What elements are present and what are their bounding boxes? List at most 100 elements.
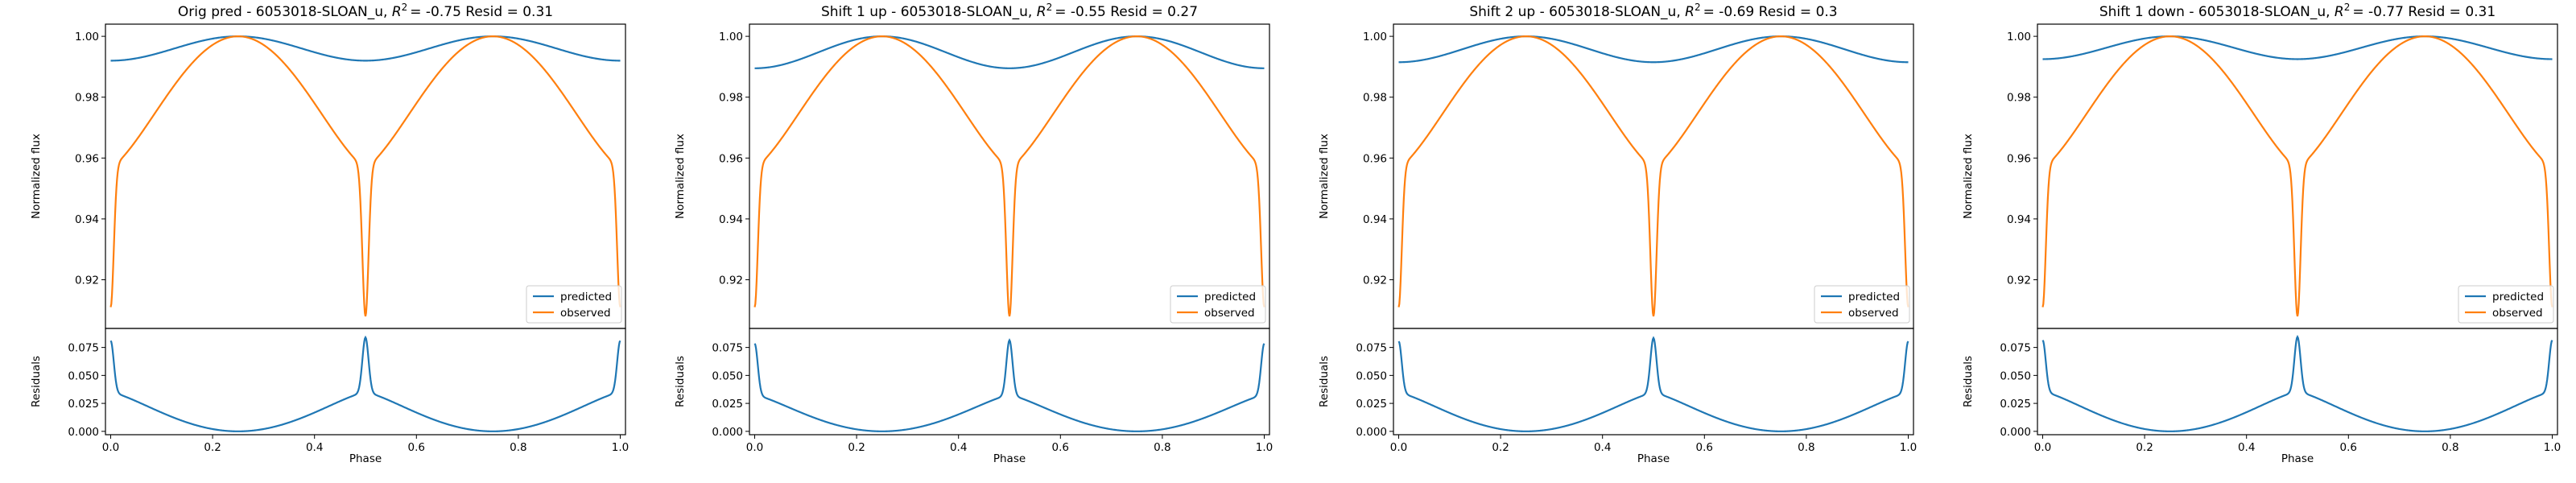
residual-y-tick-label: 0.025 (2000, 398, 2031, 411)
residual-line (2041, 335, 2553, 432)
series-observed-line (1397, 35, 1909, 317)
x-tick-label: 0.2 (1492, 441, 1509, 454)
residual-y-axis-label: Residuals (30, 356, 43, 407)
x-tick-label: 0.6 (1696, 441, 1713, 454)
chart-title-prefix: Shift 1 down - 6053018-SLOAN_u, (2099, 4, 2334, 20)
x-tick-label: 1.0 (2544, 441, 2561, 454)
residual-y-tick-label: 0.000 (1356, 426, 1387, 439)
y-tick-label: 1.00 (75, 31, 99, 43)
x-tick-label: 0.4 (2238, 441, 2255, 454)
residual-y-tick-label: 0.000 (712, 426, 743, 439)
y-tick-label: 0.98 (719, 92, 743, 105)
residual-y-axis-label: Residuals (1962, 356, 1975, 407)
chart-title-sup: 2 (1046, 2, 1053, 13)
residual-y-axis-label: Residuals (1318, 356, 1331, 407)
chart-title-r: R (392, 4, 402, 20)
series-observed-line (753, 35, 1265, 317)
subplot-1: Orig pred - 6053018-SLOAN_u, R2 = -0.75 R… (30, 2, 629, 465)
x-tick-label: 1.0 (1256, 441, 1273, 454)
chart-title: Orig pred - 6053018-SLOAN_u, R2 = -0.75 R… (178, 2, 553, 20)
residual-axes-frame (749, 328, 1270, 436)
legend-predicted-label: predicted (1848, 291, 1900, 303)
legend: predicted observed (526, 285, 622, 324)
series-observed-line (109, 35, 621, 317)
residual-axes-frame (1393, 328, 1914, 436)
subplot-2: Shift 1 up - 6053018-SLOAN_u, R2 = -0.55 … (674, 2, 1273, 465)
residual-line (109, 335, 621, 432)
y-tick-label: 0.98 (75, 92, 99, 105)
y-tick-label: 0.92 (2007, 275, 2031, 287)
residual-y-tick-label: 0.075 (68, 342, 99, 355)
chart-title-r: R (2334, 4, 2344, 20)
chart-title-sup: 2 (2344, 2, 2351, 13)
legend-observed-label: observed (560, 307, 611, 320)
y-tick-label: 0.94 (2007, 213, 2031, 226)
chart-title: Shift 2 up - 6053018-SLOAN_u, R2 = -0.69 … (1469, 2, 1837, 20)
x-tick-label: 0.0 (102, 441, 119, 454)
y-axis-label: Normalized flux (674, 134, 687, 219)
y-tick-label: 0.92 (719, 275, 743, 287)
x-tick-label: 0.0 (1390, 441, 1407, 454)
legend: predicted observed (2458, 285, 2554, 324)
x-tick-label: 0.8 (1154, 441, 1170, 454)
legend-observed-label: observed (2492, 307, 2543, 320)
series-observed-line (2041, 35, 2553, 317)
legend-observed-label: observed (1848, 307, 1899, 320)
y-tick-label: 0.96 (1363, 152, 1387, 165)
x-tick-label: 0.6 (1052, 441, 1069, 454)
chart-title-sup: 2 (1695, 2, 1701, 13)
x-tick-label: 0.8 (1798, 441, 1814, 454)
chart-title-prefix: Shift 1 up - 6053018-SLOAN_u, (821, 4, 1037, 20)
x-tick-label: 0.4 (1594, 441, 1611, 454)
y-tick-label: 0.92 (1363, 275, 1387, 287)
y-tick-label: 0.96 (719, 152, 743, 165)
residual-line (1397, 336, 1909, 432)
legend-box (1814, 285, 1910, 324)
y-tick-label: 1.00 (2007, 31, 2031, 43)
y-tick-label: 0.98 (2007, 92, 2031, 105)
y-axis-label: Normalized flux (1318, 134, 1331, 219)
x-tick-label: 0.2 (2136, 441, 2153, 454)
x-tick-label: 0.8 (510, 441, 526, 454)
legend-observed-label: observed (1204, 307, 1255, 320)
x-tick-label: 0.2 (204, 441, 221, 454)
residual-y-tick-label: 0.000 (68, 426, 99, 439)
main-axes-frame (2037, 23, 2558, 329)
y-tick-label: 0.94 (719, 213, 743, 226)
legend-predicted-label: predicted (1204, 291, 1256, 303)
series-predicted-line (1398, 35, 1909, 64)
legend-predicted-label: predicted (2492, 291, 2544, 303)
residual-y-tick-label: 0.075 (1356, 342, 1387, 355)
x-tick-label: 0.6 (408, 441, 425, 454)
chart-title-prefix: Shift 2 up - 6053018-SLOAN_u, (1469, 4, 1685, 20)
residual-y-tick-label: 0.050 (68, 369, 99, 382)
chart-title-r: R (1685, 4, 1695, 20)
y-tick-label: 0.94 (75, 213, 99, 226)
legend-predicted-label: predicted (560, 291, 612, 303)
residual-y-tick-label: 0.025 (712, 398, 743, 411)
residual-y-tick-label: 0.075 (2000, 342, 2031, 355)
series-predicted-line (110, 35, 621, 62)
y-axis-label: Normalized flux (30, 134, 43, 219)
residual-axes-frame (105, 328, 626, 436)
y-tick-label: 0.96 (75, 152, 99, 165)
legend-box (526, 285, 622, 324)
y-tick-label: 0.98 (1363, 92, 1387, 105)
main-axes-frame (749, 23, 1270, 329)
x-axis-label: Phase (993, 452, 1026, 465)
y-tick-label: 0.94 (1363, 213, 1387, 226)
legend-box (1170, 285, 1266, 324)
x-tick-label: 0.4 (306, 441, 323, 454)
chart-title: Shift 1 up - 6053018-SLOAN_u, R2 = -0.55 … (821, 2, 1198, 20)
y-tick-label: 0.92 (75, 275, 99, 287)
series-predicted-line (2042, 35, 2553, 60)
legend-box (2458, 285, 2554, 324)
x-tick-label: 1.0 (612, 441, 629, 454)
chart-title-sup: 2 (402, 2, 408, 13)
subplot-3: Shift 2 up - 6053018-SLOAN_u, R2 = -0.69 … (1318, 2, 1917, 465)
residual-y-tick-label: 0.050 (1356, 369, 1387, 382)
series-predicted-line (754, 35, 1265, 69)
chart-title: Shift 1 down - 6053018-SLOAN_u, R2 = -0.7… (2099, 2, 2496, 20)
legend: predicted observed (1170, 285, 1266, 324)
